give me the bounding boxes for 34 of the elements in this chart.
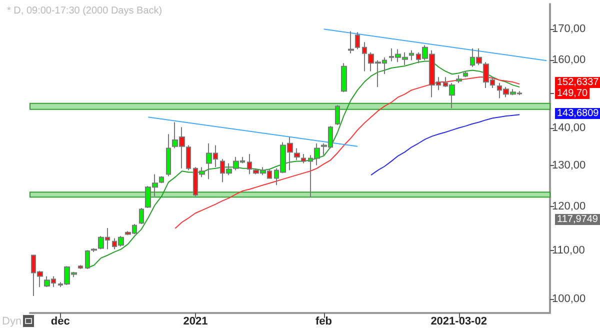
- candlestick: [409, 50, 414, 61]
- candlestick: [166, 134, 171, 177]
- y-tick-label: 130,00: [552, 160, 586, 172]
- x-tick-label: feb: [316, 316, 332, 328]
- text: 143,6809: [557, 108, 600, 119]
- x-tick-label: dec: [50, 316, 70, 328]
- candlestick: [139, 208, 144, 224]
- candlestick: [456, 74, 462, 84]
- candlestick: [463, 70, 468, 78]
- candlestick: [294, 148, 300, 161]
- candlestick: [362, 42, 367, 72]
- y-tick-label: 170,00: [552, 23, 586, 36]
- chart-title: * D, 09:00-17:30 (2000 Days Back): [7, 6, 162, 16]
- candlestick: [341, 62, 347, 93]
- line-series: [370, 114, 520, 176]
- text: 149,70: [557, 88, 588, 99]
- candlestick: [355, 32, 360, 50]
- candlestick: [301, 153, 306, 164]
- y-tick-label: 110,00: [552, 244, 585, 257]
- y-tick-label: 140,00: [552, 122, 586, 134]
- text: 152,6337: [557, 77, 600, 88]
- text: 117,9749: [557, 214, 598, 225]
- candlestick: [85, 250, 90, 270]
- candlestick: [335, 104, 340, 126]
- text: Dyn: [2, 316, 22, 328]
- candlestick: [348, 30, 354, 54]
- candlestick: [247, 153, 252, 175]
- y-tick-label: 160,00: [552, 54, 586, 66]
- line-series: [174, 76, 520, 229]
- y-tick-label: 100,00: [552, 293, 586, 306]
- candlestick: [78, 264, 83, 270]
- y-tick-label: 120,00: [552, 200, 586, 212]
- x-tick-label: 2021-03-02: [430, 316, 487, 328]
- x-tick-label: 2021: [183, 316, 208, 328]
